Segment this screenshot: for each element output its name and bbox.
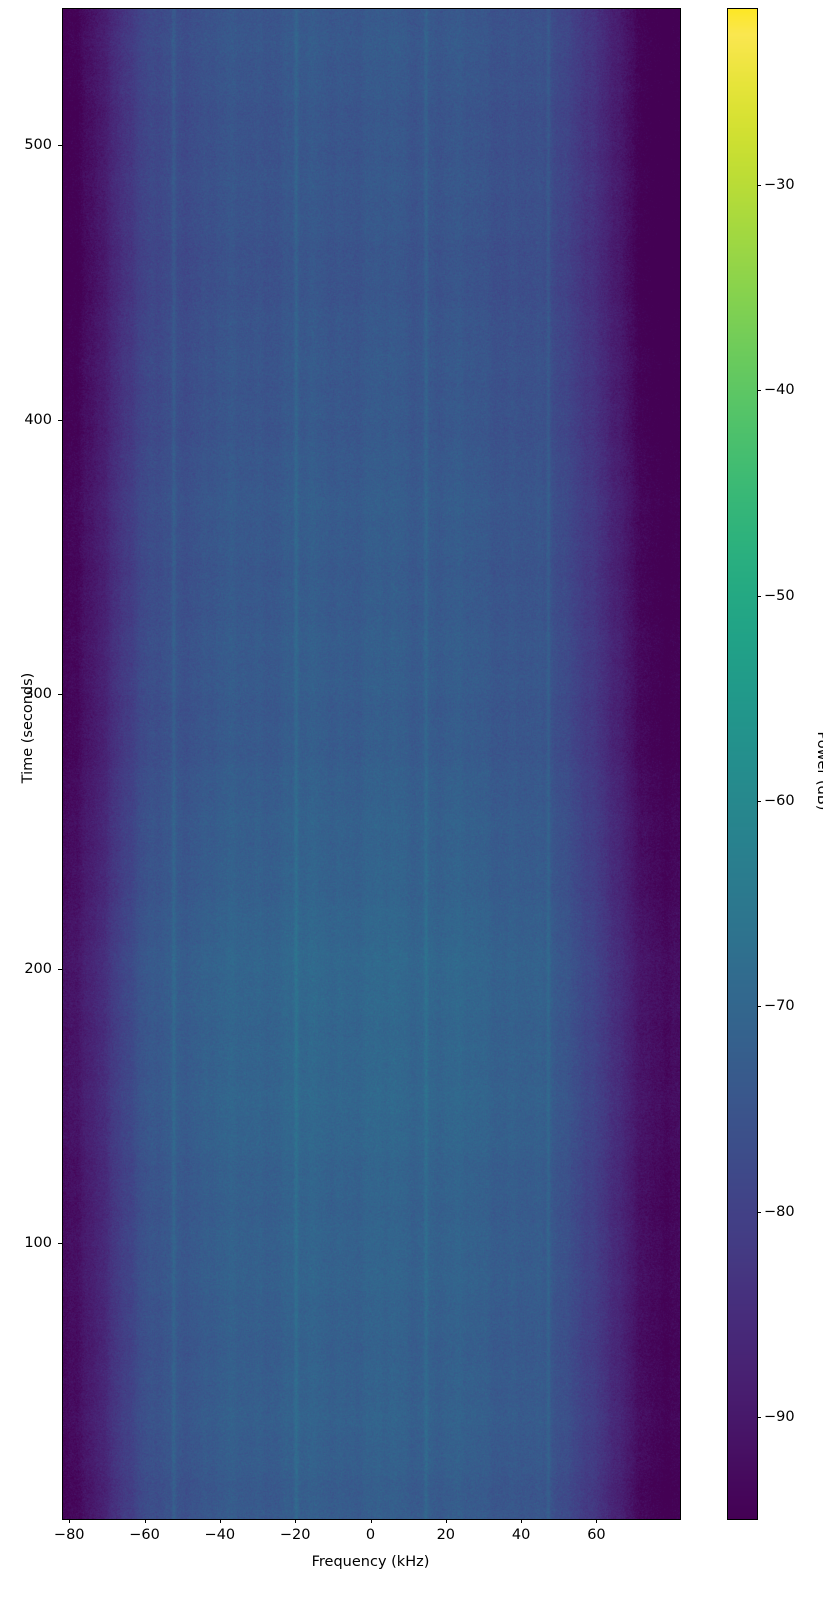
colorbar-tick-label: −80 — [764, 1203, 795, 1220]
y-tick-mark — [58, 419, 62, 421]
colorbar-tick-mark — [757, 184, 762, 186]
colorbar-label: Power (dB) — [814, 731, 823, 811]
x-tick-mark — [144, 1519, 146, 1523]
x-tick-label: 0 — [365, 1527, 376, 1543]
spectrogram-axes — [62, 8, 681, 1520]
x-tick-mark — [219, 1519, 221, 1523]
colorbar-gradient — [728, 9, 757, 1519]
x-tick-mark — [596, 1519, 598, 1523]
x-tick-mark — [445, 1519, 447, 1523]
colorbar-tick-mark — [757, 1006, 762, 1008]
x-axis-label: Frequency (kHz) — [311, 1554, 430, 1570]
x-tick-label: −80 — [53, 1527, 85, 1543]
colorbar-tick-mark — [757, 595, 762, 597]
y-tick-label: 400 — [24, 411, 52, 428]
y-tick-mark — [58, 1243, 62, 1245]
colorbar-tick-label: −30 — [764, 176, 795, 193]
y-tick-label: 500 — [24, 137, 52, 154]
y-tick-mark — [58, 694, 62, 696]
x-tick-mark — [370, 1519, 372, 1523]
colorbar-tick-label: −40 — [764, 382, 795, 399]
x-tick-label: 20 — [436, 1527, 456, 1543]
colorbar-tick-mark — [757, 1417, 762, 1419]
colorbar-tick-mark — [757, 390, 762, 392]
y-tick-mark — [58, 968, 62, 970]
x-tick-mark — [69, 1519, 71, 1523]
colorbar-tick-mark — [757, 1211, 762, 1213]
colorbar-tick-mark — [757, 801, 762, 802]
x-tick-mark — [295, 1519, 297, 1523]
x-tick-mark — [521, 1519, 523, 1523]
x-tick-label: −40 — [204, 1527, 236, 1543]
colorbar-tick-label: −70 — [764, 998, 795, 1015]
y-tick-label: 300 — [24, 686, 52, 703]
colorbar-tick-label: −60 — [764, 793, 795, 809]
x-tick-label: −60 — [129, 1527, 160, 1543]
colorbar-tick-label: −90 — [764, 1409, 795, 1426]
y-tick-label: 100 — [24, 1235, 52, 1252]
colorbar-tick-label: −50 — [764, 587, 795, 604]
y-axis-label: Time (seconds) — [20, 672, 36, 784]
y-tick-label: 200 — [24, 960, 52, 977]
y-tick-mark — [58, 145, 62, 147]
x-tick-label: 60 — [587, 1527, 606, 1543]
x-tick-label: −20 — [279, 1527, 311, 1543]
colorbar-axes — [727, 8, 758, 1520]
x-tick-label: 40 — [511, 1527, 531, 1543]
spectrogram-image — [63, 9, 680, 1519]
